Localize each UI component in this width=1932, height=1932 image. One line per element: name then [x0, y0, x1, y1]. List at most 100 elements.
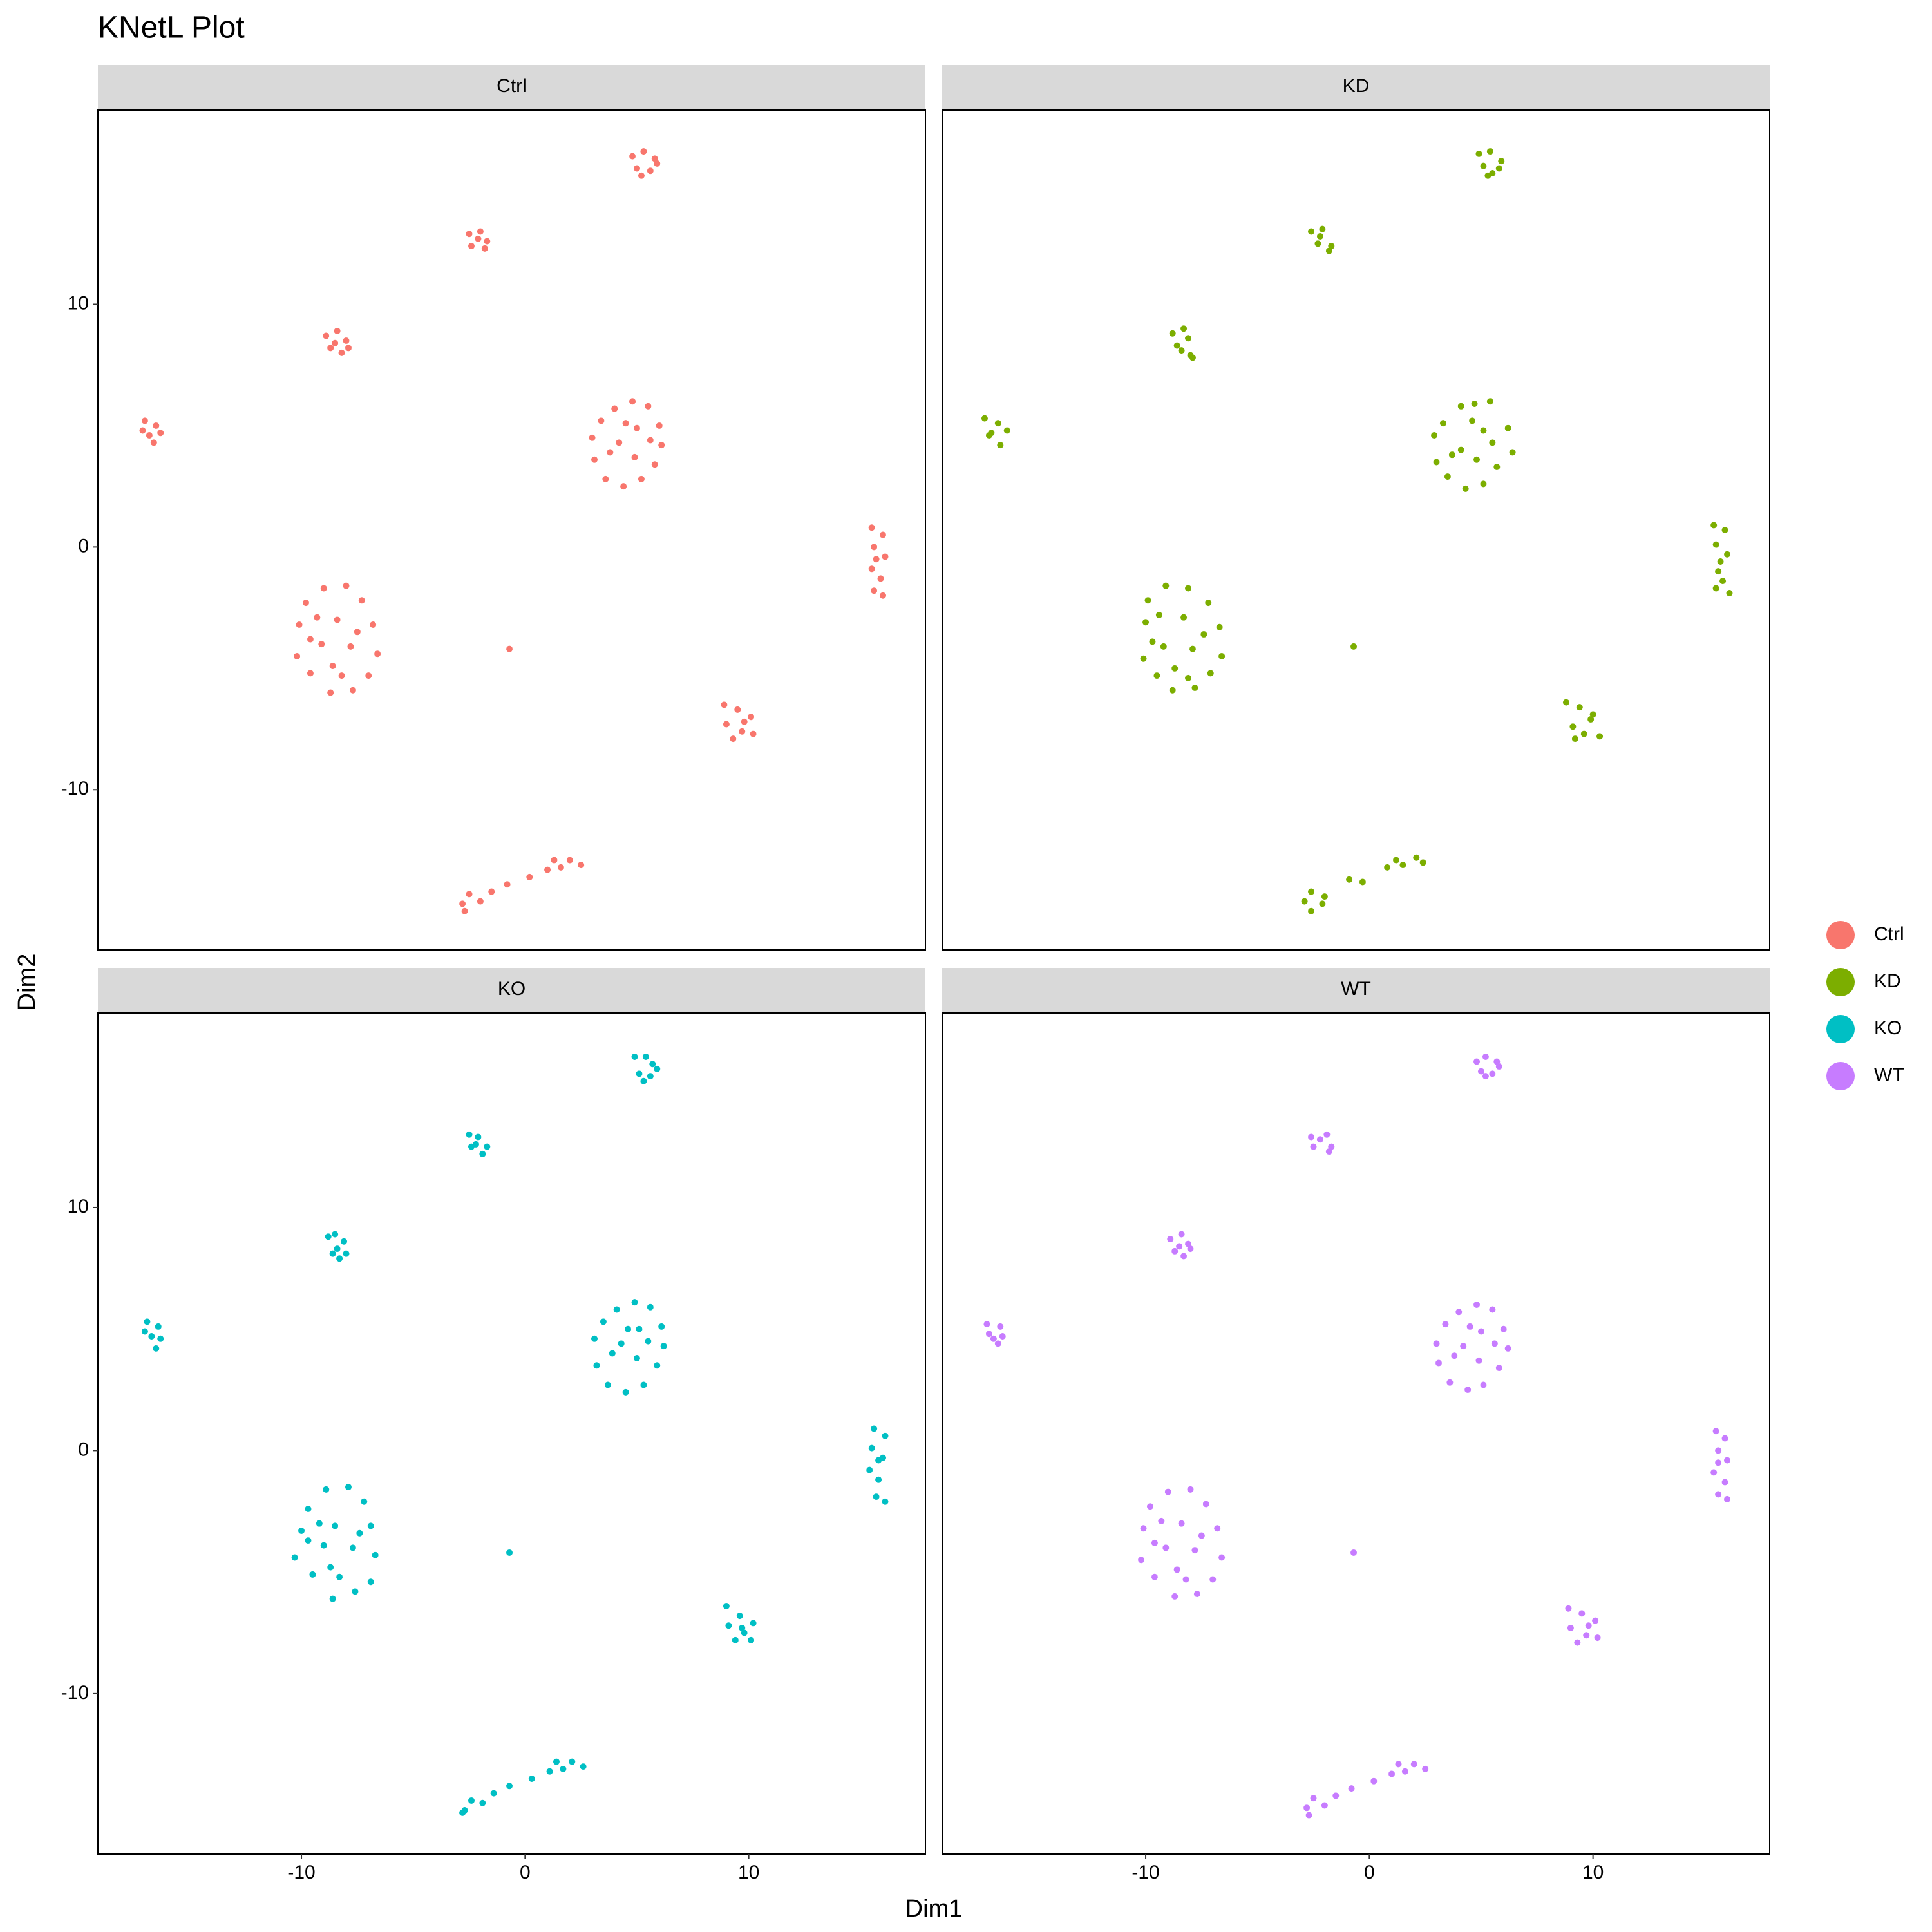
- point: [1370, 1777, 1378, 1785]
- panel-border: [942, 1012, 1770, 1855]
- point: [1493, 464, 1501, 471]
- point: [1346, 876, 1353, 883]
- point: [1191, 684, 1198, 691]
- point: [144, 1318, 151, 1325]
- point: [990, 1335, 997, 1342]
- strip-label: Ctrl: [497, 75, 527, 97]
- point: [1439, 420, 1446, 427]
- point: [598, 417, 605, 424]
- point: [1151, 1573, 1158, 1580]
- point: [1457, 402, 1464, 410]
- point: [1200, 631, 1208, 638]
- point: [1721, 1479, 1728, 1486]
- point: [873, 556, 880, 563]
- point: [1193, 1591, 1200, 1598]
- strip-label: KD: [1343, 75, 1370, 97]
- point: [1146, 1503, 1153, 1510]
- point: [1457, 446, 1464, 453]
- point: [999, 1333, 1006, 1340]
- point: [318, 641, 325, 648]
- point: [1323, 1131, 1331, 1138]
- point: [1489, 1070, 1496, 1077]
- point: [638, 172, 645, 179]
- point: [296, 621, 303, 628]
- point: [1314, 240, 1321, 247]
- point: [1715, 568, 1722, 575]
- point: [1310, 1143, 1317, 1150]
- point: [1724, 1457, 1731, 1464]
- point: [338, 349, 345, 356]
- x-tick-label: 0: [520, 1862, 531, 1883]
- point: [741, 718, 748, 725]
- point: [1473, 1301, 1481, 1308]
- point: [1319, 225, 1326, 232]
- point: [309, 1571, 316, 1578]
- point: [1319, 900, 1326, 907]
- point: [343, 337, 350, 345]
- y-tick-label: -10: [61, 1682, 89, 1703]
- point: [1173, 1566, 1180, 1573]
- point: [1585, 1622, 1592, 1629]
- point: [1187, 1486, 1194, 1493]
- point: [866, 1466, 873, 1473]
- point: [723, 1602, 730, 1609]
- point: [1164, 1488, 1171, 1495]
- point: [997, 1323, 1004, 1330]
- point: [994, 1340, 1001, 1347]
- point: [1393, 857, 1400, 864]
- point: [1482, 1053, 1489, 1060]
- point: [1433, 1340, 1440, 1347]
- point: [1477, 1068, 1484, 1075]
- point: [334, 327, 341, 334]
- point: [1500, 1325, 1507, 1332]
- point: [484, 1143, 491, 1150]
- strip: [98, 65, 925, 109]
- point: [150, 439, 157, 446]
- panel-border: [97, 109, 926, 951]
- point: [316, 1520, 323, 1527]
- point: [871, 1425, 878, 1432]
- point: [1442, 1321, 1449, 1328]
- point: [636, 1070, 643, 1077]
- point: [358, 597, 365, 604]
- point: [356, 1530, 363, 1537]
- point: [1578, 1610, 1586, 1617]
- point: [1214, 1525, 1221, 1532]
- point: [1138, 1557, 1145, 1564]
- point: [1189, 354, 1196, 361]
- point: [327, 689, 334, 696]
- strip: [942, 968, 1770, 1012]
- point: [649, 1061, 656, 1068]
- point: [1480, 1381, 1487, 1388]
- point: [1455, 1309, 1463, 1316]
- point: [651, 155, 658, 162]
- point: [1321, 893, 1328, 900]
- point: [475, 235, 482, 242]
- point: [459, 1809, 466, 1816]
- point: [566, 857, 573, 864]
- point: [560, 1765, 567, 1772]
- point: [1178, 1231, 1185, 1238]
- point: [305, 1537, 312, 1544]
- point: [365, 672, 372, 679]
- point: [481, 245, 488, 252]
- point: [291, 1554, 298, 1561]
- point: [1576, 704, 1583, 711]
- point: [1209, 1576, 1217, 1583]
- point: [1495, 165, 1502, 172]
- point: [1489, 439, 1496, 446]
- point: [882, 1432, 889, 1439]
- point: [1187, 1245, 1194, 1253]
- point: [651, 461, 658, 468]
- point: [466, 231, 473, 238]
- point: [1178, 1520, 1185, 1527]
- point: [314, 614, 321, 621]
- point: [1475, 150, 1482, 157]
- point: [1712, 585, 1719, 592]
- point: [1189, 645, 1196, 652]
- point: [1712, 541, 1719, 548]
- point: [367, 1522, 374, 1530]
- point: [479, 1799, 486, 1806]
- point: [1435, 1359, 1442, 1367]
- point: [1471, 401, 1478, 408]
